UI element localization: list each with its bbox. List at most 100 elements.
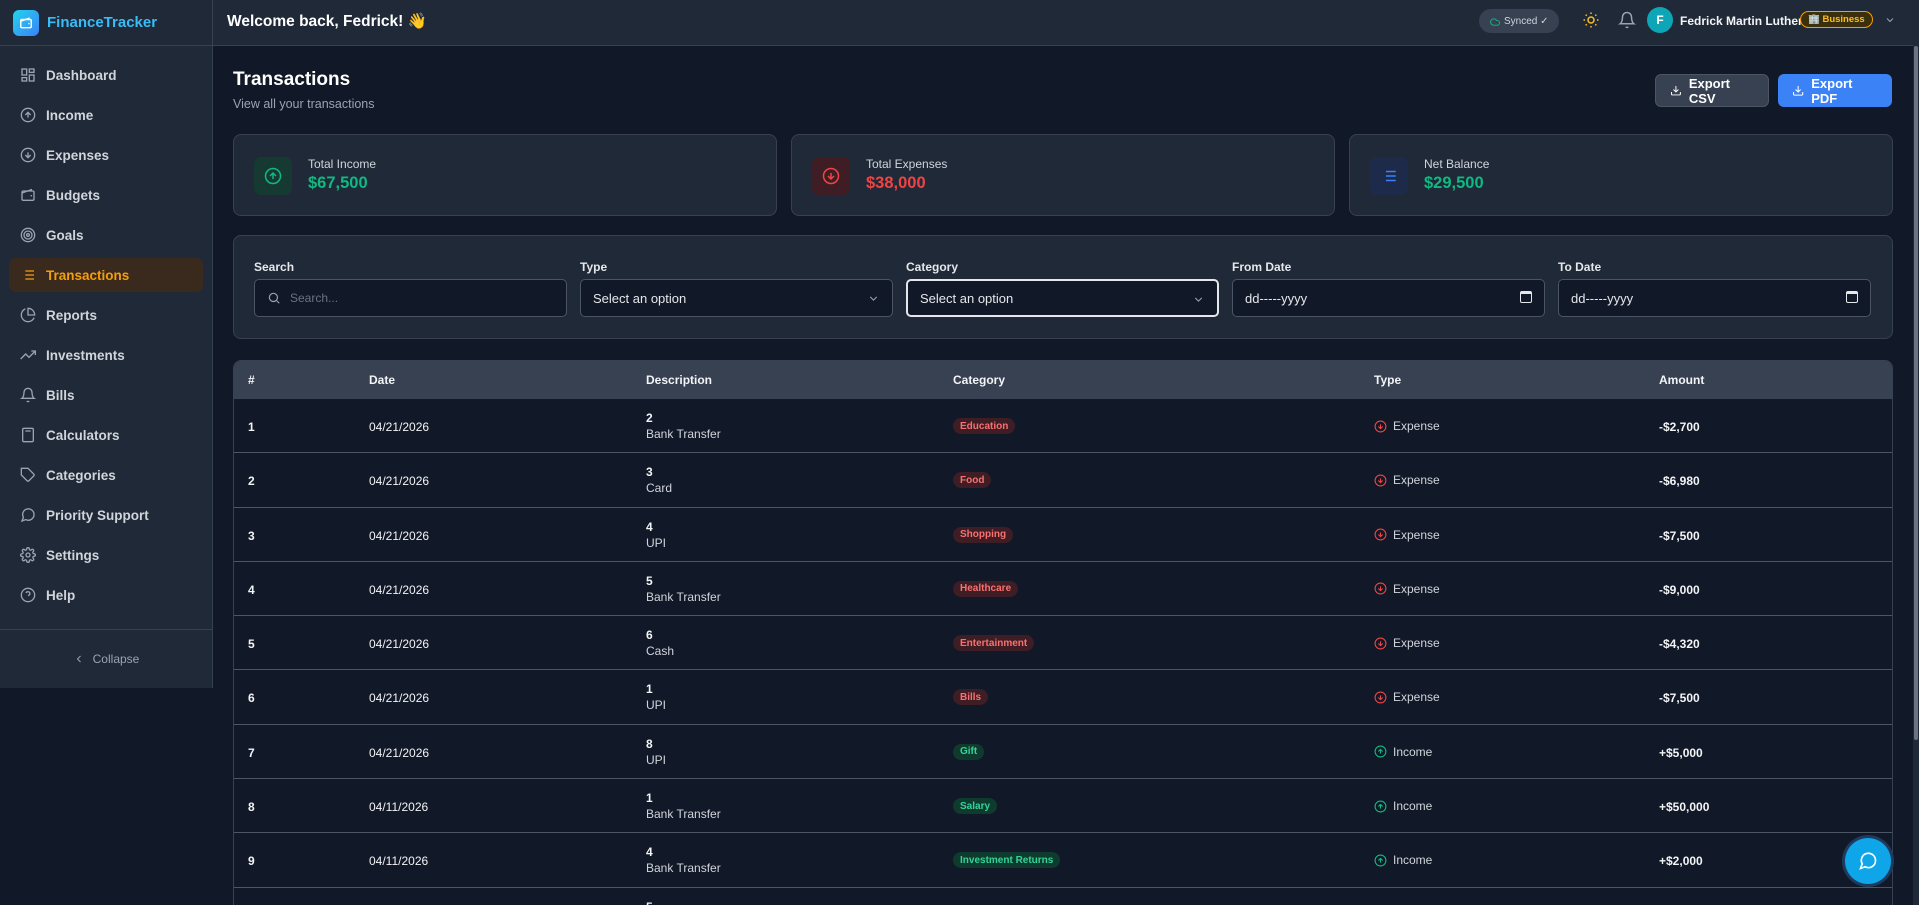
total-income-value: $67,500 (308, 174, 368, 192)
to-date-value: dd-----yyyy (1571, 290, 1634, 306)
collapse-label: Collapse (92, 651, 140, 666)
table-row[interactable]: 5 04/21/2026 6 Cash Entertainment Expense -$4,… (234, 616, 1892, 671)
total-income-card: Total Income $67,500 (233, 134, 777, 216)
table-row[interactable]: 9 04/11/2026 4 Bank Transfer Investment Retu… (234, 833, 1892, 888)
arrow-down-circle-icon (1374, 420, 1387, 432)
row-date: 04/21/2026 (369, 528, 430, 543)
row-payment-method: Card (646, 481, 673, 496)
total-income-label: Total Income (308, 157, 377, 171)
chat-support-button[interactable] (1845, 838, 1891, 884)
sidebar-item-goals[interactable]: Goals (9, 218, 203, 252)
column-header-category[interactable]: Category (953, 373, 1006, 387)
row-number: 2 (248, 474, 255, 489)
column-header-description[interactable]: Description (646, 373, 713, 387)
sidebar-item-help[interactable]: Help (9, 578, 203, 612)
table-row[interactable]: 8 04/11/2026 1 Bank Transfer Salary Income +$5… (234, 779, 1892, 834)
row-payment-method: Bank Transfer (646, 589, 721, 604)
table-body: 1 04/21/2026 2 Bank Transfer Education Expens… (234, 399, 1892, 905)
row-type-label: Income (1393, 853, 1433, 868)
table-row[interactable]: 1 04/21/2026 2 Bank Transfer Education Expens… (234, 399, 1892, 454)
sidebar-item-expenses[interactable]: Expenses (9, 138, 203, 172)
sidebar-item-income[interactable]: Income (9, 98, 203, 132)
table-row[interactable]: 4 04/21/2026 5 Bank Transfer Healthcare Expen… (234, 561, 1892, 617)
sidebar-item-dashboard[interactable]: Dashboard (9, 58, 203, 92)
chevron-left-icon (76, 655, 81, 662)
download-icon (1670, 86, 1681, 96)
sidebar-item-settings[interactable]: Settings (9, 538, 203, 572)
from-date-label: From Date (1232, 260, 1292, 274)
table-row[interactable]: 3 04/21/2026 4 UPI Shopping Expense -$7,500 (234, 507, 1892, 562)
calendar-icon[interactable] (1846, 291, 1858, 303)
row-date: 04/11/2026 (369, 854, 429, 869)
calendar-icon[interactable] (1520, 291, 1532, 303)
sidebar-item-label: Dashboard (46, 67, 117, 83)
wallet-logo-icon (13, 9, 39, 36)
sidebar-item-calculators[interactable]: Calculators (9, 418, 203, 452)
category-badge: Gift (953, 743, 985, 760)
table-row[interactable]: 5 (234, 887, 1892, 905)
row-type: Expense (1374, 473, 1440, 487)
row-amount: -$6,980 (1659, 474, 1700, 489)
brand[interactable]: FinanceTracker (0, 0, 212, 46)
type-select[interactable]: Select an option (580, 279, 893, 317)
row-description: 5 (646, 900, 653, 905)
sidebar-item-label: Budgets (46, 187, 100, 203)
sidebar-item-budgets[interactable]: Budgets (9, 178, 203, 212)
wallet-icon (21, 188, 35, 201)
type-label: Type (580, 260, 608, 274)
sidebar-item-label: Goals (46, 227, 84, 243)
transactions-table: # Date Description Category Type Amount … (233, 360, 1893, 905)
column-header-type[interactable]: Type (1374, 373, 1402, 387)
sync-status-badge[interactable]: Synced ✓ (1479, 9, 1559, 33)
sidebar-item-bills[interactable]: Bills (9, 378, 203, 412)
scrollbar-thumb[interactable] (1914, 46, 1918, 740)
column-header-number[interactable]: # (248, 373, 255, 387)
from-date-input[interactable]: dd-----yyyy (1232, 279, 1545, 317)
sidebar-item-label: Categories (46, 467, 116, 483)
export-pdf-button[interactable]: Export PDF (1778, 74, 1892, 107)
column-header-amount[interactable]: Amount (1659, 373, 1705, 387)
chevron-down-icon (1194, 297, 1203, 302)
export-csv-button[interactable]: Export CSV (1655, 74, 1769, 107)
row-amount: -$2,700 (1659, 420, 1700, 434)
row-type: Income (1374, 799, 1432, 813)
row-date: 04/21/2026 (369, 474, 430, 489)
avatar[interactable]: F (1647, 7, 1673, 33)
row-description: 5 (646, 573, 653, 588)
search-icon (268, 292, 280, 304)
arrow-down-circle-icon (1374, 637, 1387, 650)
bell-icon[interactable] (1618, 11, 1636, 29)
list-icon (1370, 157, 1408, 195)
row-number: 1 (248, 420, 255, 434)
table-row[interactable]: 2 04/21/2026 3 Card Food Expense -$6,980 (234, 453, 1892, 508)
from-date-value: dd-----yyyy (1245, 290, 1308, 306)
category-badge: Education (953, 418, 1016, 434)
type-select-value: Select an option (593, 290, 687, 306)
row-amount: -$7,500 (1659, 691, 1700, 706)
sidebar-item-priority-support[interactable]: Priority Support (9, 498, 203, 532)
sidebar-item-transactions[interactable]: Transactions (9, 258, 203, 292)
row-payment-method: UPI (646, 535, 667, 550)
row-type-label: Expense (1393, 581, 1440, 596)
category-badge: Salary (953, 798, 998, 815)
chevron-down-icon[interactable] (1884, 14, 1896, 26)
filters-panel: Search Search... Type Select an option C… (233, 235, 1893, 339)
row-type-label: Expense (1393, 527, 1440, 542)
row-number: 9 (248, 854, 255, 869)
row-type-label: Income (1393, 744, 1433, 759)
sun-icon[interactable] (1582, 11, 1600, 29)
sidebar-item-categories[interactable]: Categories (9, 458, 203, 492)
to-date-input[interactable]: dd-----yyyy (1558, 279, 1871, 317)
row-date: 04/21/2026 (369, 420, 430, 434)
sidebar-item-investments[interactable]: Investments (9, 338, 203, 372)
row-payment-method: Bank Transfer (646, 807, 721, 822)
table-row[interactable]: 7 04/21/2026 8 UPI Gift Income +$5,000 (234, 724, 1892, 780)
search-input[interactable]: Search... (254, 279, 567, 317)
column-header-date[interactable]: Date (369, 373, 396, 387)
user-name[interactable]: Fedrick Martin Luther (1680, 14, 1803, 28)
collapse-button[interactable]: Collapse (0, 629, 212, 687)
table-row[interactable]: 6 04/21/2026 1 UPI Bills Expense -$7,500 (234, 670, 1892, 725)
sidebar-item-label: Priority Support (46, 507, 149, 523)
category-select[interactable]: Select an option (906, 279, 1219, 317)
sidebar-item-reports[interactable]: Reports (9, 298, 203, 332)
